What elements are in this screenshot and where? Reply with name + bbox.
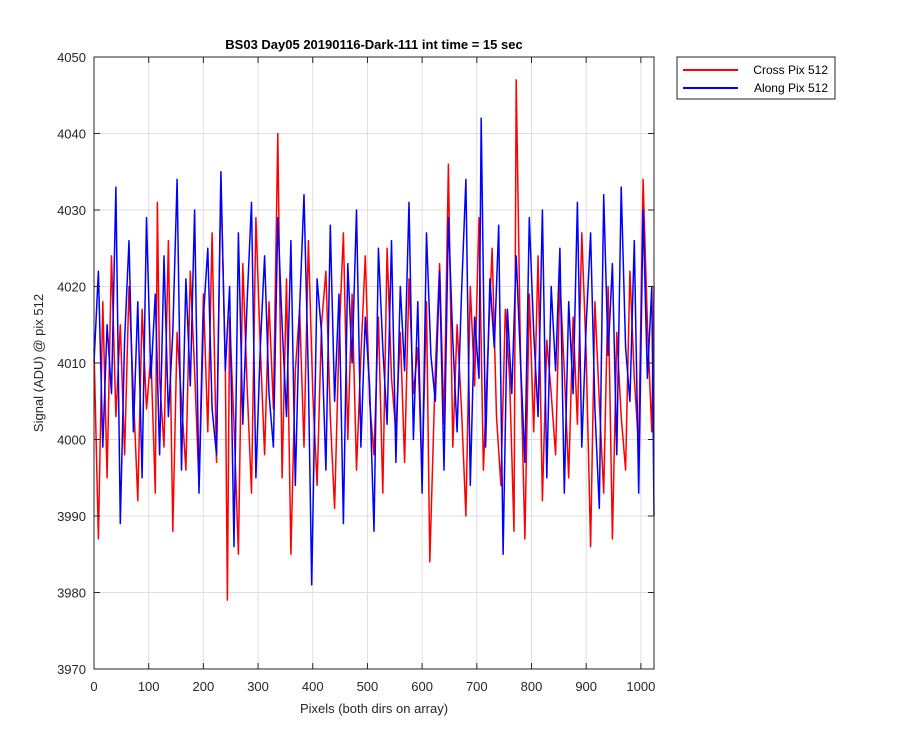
x-tick-label: 1000 [626, 679, 655, 694]
chart-title: BS03 Day05 20190116-Dark-111 int time = … [225, 37, 522, 52]
y-tick-label: 4050 [57, 50, 86, 65]
y-tick-label: 3980 [57, 586, 86, 601]
series-line-along-pix-512 [93, 117, 655, 586]
y-tick-label: 4000 [57, 433, 86, 448]
x-tick-label: 700 [466, 679, 488, 694]
y-tick-label: 3990 [57, 509, 86, 524]
x-axis-label: Pixels (both dirs on array) [300, 701, 448, 716]
x-tick-label: 500 [357, 679, 379, 694]
x-tick-label: 400 [302, 679, 324, 694]
x-tick-label: 200 [193, 679, 215, 694]
x-tick-label: 600 [411, 679, 433, 694]
y-tick-label: 4010 [57, 356, 86, 371]
y-tick-label: 4020 [57, 280, 86, 295]
x-tick-label: 300 [247, 679, 269, 694]
x-tick-label: 800 [521, 679, 543, 694]
y-tick-label: 4040 [57, 127, 86, 142]
series-group [93, 79, 655, 601]
y-tick-label: 3970 [57, 662, 86, 677]
legend: Cross Pix 512 Along Pix 512 [676, 56, 836, 100]
legend-box [676, 56, 836, 100]
x-tick-label: 100 [138, 679, 160, 694]
y-axis-label: Signal (ADU) @ pix 512 [31, 294, 46, 432]
legend-label-cross: Cross Pix 512 [753, 63, 828, 77]
x-tick-label: 900 [575, 679, 597, 694]
x-tick-label: 0 [90, 679, 97, 694]
y-tick-label: 4030 [57, 203, 86, 218]
legend-label-along: Along Pix 512 [754, 81, 828, 95]
ticks: 0 100 200 300 400 500 600 700 800 900 1000 3970 3980… [57, 50, 655, 694]
